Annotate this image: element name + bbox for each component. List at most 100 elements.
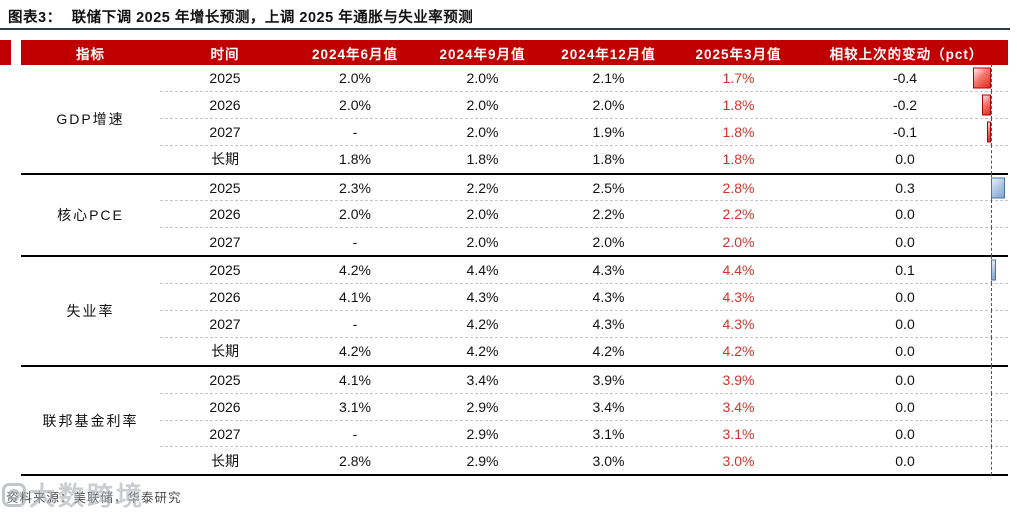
value-cell: 4.4% [722,262,755,279]
period-cell: 2026 [209,206,241,223]
value-cell: 3.4% [592,398,625,415]
value-cell: 2.0% [466,206,499,223]
change-value: 0.0 [895,315,915,332]
fed-forecast-table: 指标 时间 2024年6月值 2024年9月值 2024年12月值 2025年3月值 相较上… [21,40,1008,477]
value-cell: 2.9% [466,452,499,469]
change-value: 0.1 [895,262,915,279]
table-body: GDP增速 2025 2.0% 2.0% 2.1% 1.7% -0.4 2026 2.0% 2.0… [21,64,1008,477]
change-value: 0.3 [895,179,915,196]
zero-axis-line [991,64,992,92]
header-cell-1: 时间 [210,46,240,62]
value-cell: 1.8% [339,151,371,168]
change-cell: 0.3 [805,173,1008,202]
header-cell-2: 2024年6月值 [311,46,399,62]
value-cell: 2.5% [592,179,625,196]
value-cell: 1.7% [722,69,755,86]
zero-axis-line [991,283,992,312]
change-cell: 0.0 [805,144,1008,174]
source-note: 资料来源：美联储，华泰研究 [6,491,182,505]
table-row: 2027 - 2.9% 3.1% 3.1% 0.0 [160,419,1008,448]
header-cell-0: 指标 [76,46,105,62]
change-value: 0.0 [895,206,915,223]
table-row: 2025 2.3% 2.2% 2.5% 2.8% 0.3 [160,173,1008,202]
change-value: 0.0 [895,398,915,415]
period-cell: 长期 [211,151,239,168]
period-cell: 2027 [209,315,241,332]
value-cell: 2.0% [466,233,499,250]
change-cell: -0.1 [805,117,1008,146]
value-cell: 3.0% [592,452,625,469]
period-cell: 2027 [209,425,241,442]
value-cell: 2.0% [466,96,499,113]
value-cell: 3.4% [466,371,499,388]
change-bar [973,67,991,89]
value-cell: 4.3% [722,315,755,332]
indicator-label: 核心PCE [57,206,124,223]
period-cell: 2026 [209,289,241,306]
zero-axis-line [991,365,992,394]
header-cell-6: 相较上次的变动（pct） [829,46,984,62]
value-cell: 2.0% [339,96,371,113]
change-cell: 0.0 [805,336,1008,366]
value-cell: 4.3% [466,289,499,306]
change-value: -0.1 [892,123,918,140]
value-cell: 4.2% [466,343,499,360]
header-cell-4: 2024年12月值 [561,46,656,62]
group-rows: 2025 4.2% 4.4% 4.3% 4.4% 0.1 2026 4.1% 4.3% 4.3% 4… [160,256,1008,366]
value-cell: 2.0% [339,69,371,86]
indicator-group: GDP增速 2025 2.0% 2.0% 2.1% 1.7% -0.4 2026 2.0% 2.0… [21,64,1008,175]
table-row: 2027 - 4.2% 4.3% 4.3% 0.0 [160,310,1008,338]
change-bar [991,177,1005,198]
zero-axis-line [991,227,992,257]
value-cell: - [352,123,358,140]
period-cell: 2025 [209,371,241,388]
group-rows: 2025 4.1% 3.4% 3.9% 3.9% 0.0 2026 3.1% 2.9% 3.4% 3… [160,365,1008,476]
change-cell: -0.2 [805,90,1008,119]
value-cell: 2.0% [722,233,755,250]
change-bar [982,94,991,116]
value-cell: 4.1% [339,371,371,388]
table-row: 长期 2.8% 2.9% 3.0% 3.0% 0.0 [160,446,1008,476]
zero-axis-line [991,419,992,448]
value-cell: 1.8% [466,151,499,168]
table-row: 2026 2.0% 2.0% 2.2% 2.2% 0.0 [160,200,1008,229]
change-bar [986,121,991,143]
change-cell: 0.0 [805,419,1008,448]
value-cell: 3.1% [592,425,625,442]
value-cell: 4.2% [339,343,371,360]
indicator-label: GDP增速 [56,110,125,127]
zero-axis-line [991,90,992,119]
value-cell: 2.2% [722,206,755,223]
change-cell: 0.0 [805,392,1008,421]
value-cell: 4.1% [339,289,371,306]
value-cell: 4.2% [339,262,371,279]
value-cell: 3.1% [339,398,371,415]
table-row: 2027 - 2.0% 1.9% 1.8% -0.1 [160,117,1008,146]
change-cell: 0.0 [805,283,1008,312]
change-cell: 0.0 [805,365,1008,394]
period-cell: 2026 [209,398,241,415]
value-cell: - [352,233,358,250]
change-cell: 0.0 [805,200,1008,229]
change-value: 0.0 [895,233,915,250]
period-cell: 长期 [211,452,239,469]
change-cell: 0.0 [805,446,1008,476]
zero-axis-line [991,200,992,229]
change-value: 0.0 [895,343,915,360]
indicator-label: 失业率 [66,303,115,320]
header-cell-5: 2025年3月值 [695,46,782,62]
zero-axis-line [991,446,992,476]
table-row: 2026 3.1% 2.9% 3.4% 3.4% 0.0 [160,392,1008,421]
change-value: -0.2 [892,96,918,113]
value-cell: 3.1% [722,425,755,442]
zero-axis-line [991,310,992,338]
table-row: 2025 2.0% 2.0% 2.1% 1.7% -0.4 [160,64,1008,92]
value-cell: 3.9% [592,371,625,388]
change-value: 0.0 [895,289,915,306]
table-row: 2027 - 2.0% 2.0% 2.0% 0.0 [160,227,1008,257]
table-row: 2025 4.1% 3.4% 3.9% 3.9% 0.0 [160,365,1008,394]
value-cell: 1.9% [592,123,625,140]
value-cell: - [352,425,358,442]
value-cell: 2.0% [339,206,371,223]
